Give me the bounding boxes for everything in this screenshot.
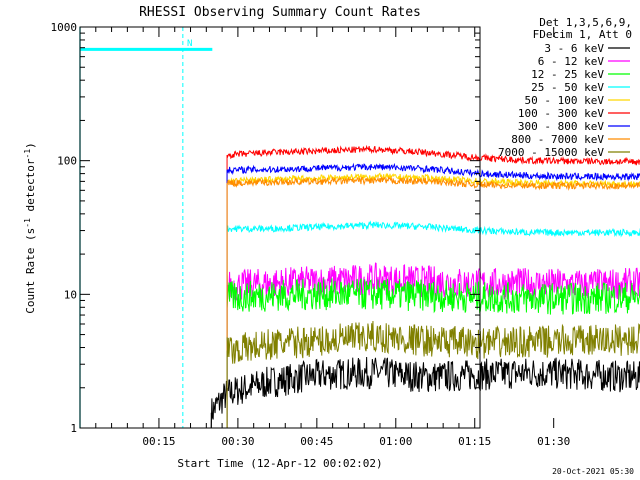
legend-label-100to300kev: 100 - 300 keV <box>518 107 604 120</box>
plot-frame <box>79 26 481 429</box>
x-tick-label-0030: 00:30 <box>221 435 254 448</box>
legend-label-12to25kev: 12 - 25 keV <box>531 68 604 81</box>
series-line-25to50kev <box>226 220 640 238</box>
y-tick-label-100: 100 <box>57 155 77 168</box>
y-tick-label-1: 1 <box>70 422 77 435</box>
legend-label-800to7000kev: 800 - 7000 keV <box>511 133 604 146</box>
legend: Det 1,3,5,6,9, FDecim 1, Att 0 3 - 6 keV… <box>498 16 632 159</box>
x-tick-label-0015: 00:15 <box>142 435 175 448</box>
series-line-300to800kev <box>226 162 640 182</box>
series-line-800to7000kev <box>226 176 640 191</box>
legend-label-300to800kev: 300 - 800 keV <box>518 120 604 133</box>
footer-timestamp: 20-Oct-2021 05:30 <box>552 467 634 476</box>
y-axis-label-main: Count Rate (s <box>24 228 37 314</box>
x-tick-label-0115: 01:15 <box>458 435 491 448</box>
legend-label-7000to15000kev: 7000 - 15000 keV <box>498 146 604 159</box>
y-tick-label-10: 10 <box>64 288 77 301</box>
y-axis-label-end: ) <box>24 142 37 149</box>
legend-label-50to100kev: 50 - 100 keV <box>525 94 605 107</box>
chart-title: RHESSI Observing Summary Count Rates <box>139 5 421 20</box>
series-7000to15000kev <box>226 321 640 428</box>
axes: 1 10 100 1000 00:15 00:30 00:45 01:00 01:15 01:30 <box>51 21 571 448</box>
series-25to50kev <box>226 220 640 428</box>
series-line-12to25kev <box>226 278 640 315</box>
x-tick-label-0045: 00:45 <box>300 435 333 448</box>
series-line-7000to15000kev <box>226 321 640 364</box>
legend-label-25to50kev: 25 - 50 keV <box>531 81 604 94</box>
legend-header-line-2: FDecim 1, Att 0 <box>533 28 632 41</box>
y-axis-label-sup1: -1 <box>23 218 32 228</box>
series-line-3to6kev <box>210 357 640 428</box>
series-line-100to300kev <box>226 144 640 166</box>
legend-label-6to12kev: 6 - 12 keV <box>538 55 605 68</box>
y-axis-label-sup2: -1 <box>23 149 32 159</box>
y-axis-label-mid: detector <box>24 158 37 218</box>
legend-header-line-1: Det 1,3,5,6,9, <box>539 16 632 29</box>
x-tick-label-0130: 01:30 <box>537 435 570 448</box>
series-3to6kev <box>210 357 640 428</box>
series-12to25kev <box>226 278 640 428</box>
legend-label-3to6kev: 3 - 6 keV <box>544 42 604 55</box>
x-axis-label: Start Time (12-Apr-12 00:02:02) <box>177 457 382 470</box>
marker-label-n: N <box>187 39 192 49</box>
y-tick-label-1000: 1000 <box>51 21 78 34</box>
y-axis-label: Count Rate (s-1 detector-1) <box>23 142 38 314</box>
series-line-6to12kev <box>226 262 640 301</box>
x-tick-label-0100: 01:00 <box>379 435 412 448</box>
